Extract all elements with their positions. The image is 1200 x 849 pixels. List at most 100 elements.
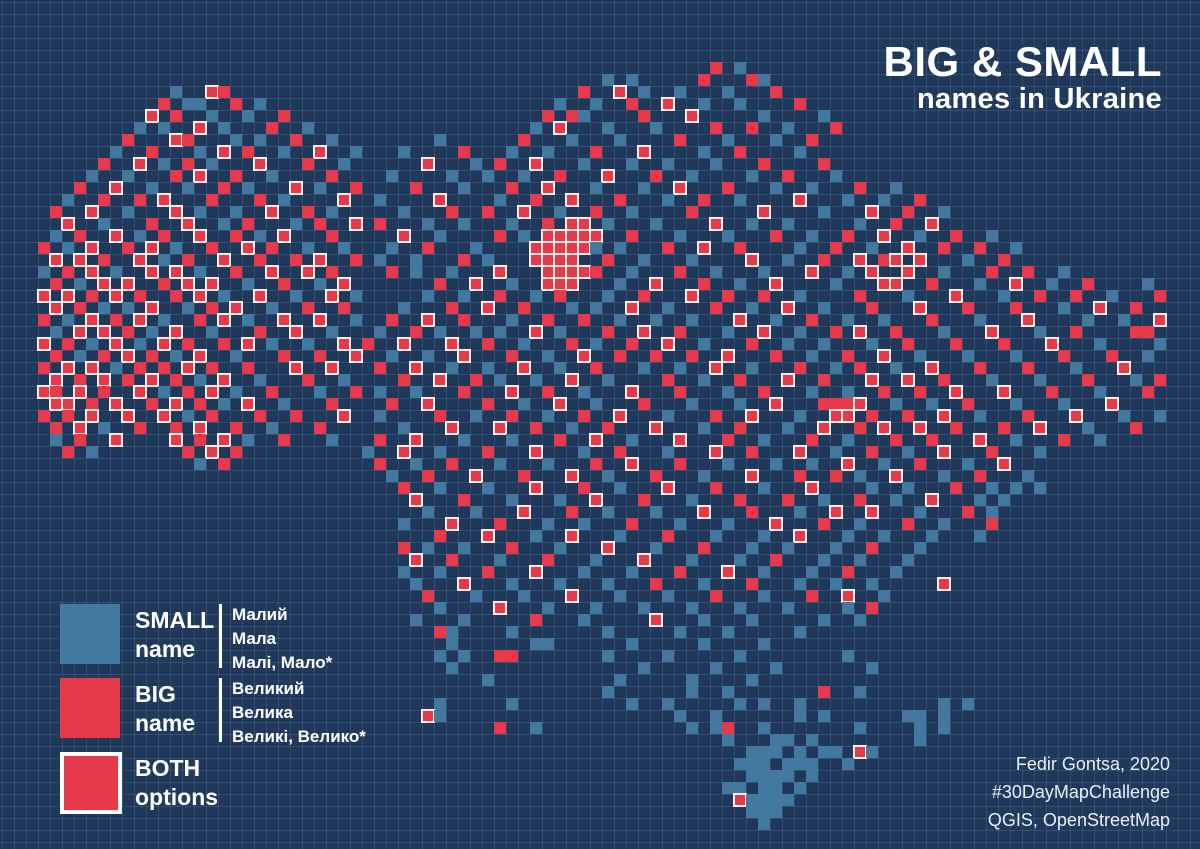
map-cell-both-options: [949, 385, 963, 399]
map-cell-small-name: [602, 374, 614, 386]
map-cell-small-name: [890, 362, 902, 374]
map-cell-big-name: [590, 266, 602, 278]
map-cell-small-name: [638, 662, 650, 674]
map-cell-both-options: [685, 109, 699, 123]
map-cell-both-options: [421, 709, 435, 723]
map-cell-small-name: [494, 326, 506, 338]
map-cell-big-name: [974, 362, 986, 374]
map-cell-small-name: [938, 722, 950, 734]
map-cell-both-options: [865, 205, 879, 219]
map-cell-big-name: [662, 374, 674, 386]
map-cell-big-name: [734, 494, 746, 506]
map-cell-both-options: [181, 361, 195, 375]
map-cell-small-name: [842, 266, 854, 278]
map-cell-big-name: [434, 626, 446, 638]
map-cell-small-name: [218, 290, 230, 302]
map-cell-small-name: [830, 278, 842, 290]
map-cell-small-name: [782, 542, 794, 554]
map-cell-big-name: [74, 302, 86, 314]
map-cell-big-name: [626, 230, 638, 242]
map-cell-small-name: [62, 242, 74, 254]
map-cell-small-name: [770, 134, 782, 146]
map-cell-big-name: [170, 110, 182, 122]
map-cell-both-options: [937, 409, 951, 423]
map-cell-small-name: [182, 410, 194, 422]
map-cell-small-name: [686, 686, 698, 698]
map-cell-big-name: [554, 434, 566, 446]
map-cell-small-name: [746, 614, 758, 626]
legend-examples-big: Великий Велика Великі, Велико*: [232, 677, 366, 749]
map-cell-small-name: [758, 266, 770, 278]
map-cell-small-name: [374, 410, 386, 422]
map-cell-big-name: [818, 254, 830, 266]
map-cell-both-options: [1093, 301, 1107, 315]
map-cell-big-name: [542, 218, 554, 230]
map-cell-small-name: [710, 158, 722, 170]
map-cell-small-name: [194, 98, 206, 110]
map-cell-small-name: [494, 458, 506, 470]
map-cell-small-name: [1034, 326, 1046, 338]
map-cell-small-name: [470, 410, 482, 422]
map-cell-small-name: [746, 770, 758, 782]
map-cell-big-name: [1010, 302, 1022, 314]
map-cell-big-name: [1154, 374, 1166, 386]
map-cell-small-name: [758, 530, 770, 542]
map-cell-small-name: [350, 314, 362, 326]
map-cell-big-name: [326, 266, 338, 278]
map-cell-both-options: [169, 265, 183, 279]
map-cell-big-name: [806, 314, 818, 326]
map-cell-small-name: [758, 746, 770, 758]
map-cell-big-name: [434, 278, 446, 290]
map-cell-both-options: [745, 469, 759, 483]
map-cell-small-name: [206, 158, 218, 170]
map-cell-both-options: [925, 493, 939, 507]
big-name-swatch: [60, 678, 120, 738]
map-cell-small-name: [962, 458, 974, 470]
map-cell-big-name: [926, 278, 938, 290]
map-cell-small-name: [638, 254, 650, 266]
map-cell-small-name: [194, 458, 206, 470]
map-cell-big-name: [950, 338, 962, 350]
map-cell-big-name: [170, 170, 182, 182]
map-cell-small-name: [782, 422, 794, 434]
map-cell-small-name: [734, 278, 746, 290]
example-line: Великі, Велико*: [232, 727, 366, 746]
map-cell-small-name: [626, 638, 638, 650]
map-cell-both-options: [709, 445, 723, 459]
map-cell-big-name: [218, 458, 230, 470]
map-cell-small-name: [974, 278, 986, 290]
map-cell-small-name: [434, 482, 446, 494]
map-cell-big-name: [458, 314, 470, 326]
map-cell-small-name: [662, 650, 674, 662]
map-cell-both-options: [493, 265, 507, 279]
map-cell-big-name: [374, 218, 386, 230]
map-cell-small-name: [650, 218, 662, 230]
map-cell-small-name: [602, 578, 614, 590]
map-cell-big-name: [410, 182, 422, 194]
map-cell-big-name: [770, 554, 782, 566]
map-cell-small-name: [854, 218, 866, 230]
map-cell-small-name: [722, 326, 734, 338]
map-cell-both-options: [1021, 313, 1035, 327]
map-cell-big-name: [854, 422, 866, 434]
map-cell-small-name: [758, 638, 770, 650]
map-cell-small-name: [422, 350, 434, 362]
map-cell-big-name: [722, 722, 734, 734]
map-cell-small-name: [758, 782, 770, 794]
map-cell-big-name: [206, 362, 218, 374]
map-cell-big-name: [458, 146, 470, 158]
map-cell-small-name: [1118, 314, 1130, 326]
map-cell-small-name: [782, 122, 794, 134]
map-cell-big-name: [158, 278, 170, 290]
map-cell-big-name: [674, 458, 686, 470]
map-cell-small-name: [398, 206, 410, 218]
map-cell-small-name: [626, 266, 638, 278]
map-cell-both-options: [637, 325, 651, 339]
map-cell-big-name: [290, 254, 302, 266]
map-cell-small-name: [806, 230, 818, 242]
map-cell-small-name: [182, 182, 194, 194]
map-cell-small-name: [626, 74, 638, 86]
map-cell-big-name: [542, 554, 554, 566]
map-cell-both-options: [337, 277, 351, 291]
map-cell-big-name: [422, 242, 434, 254]
